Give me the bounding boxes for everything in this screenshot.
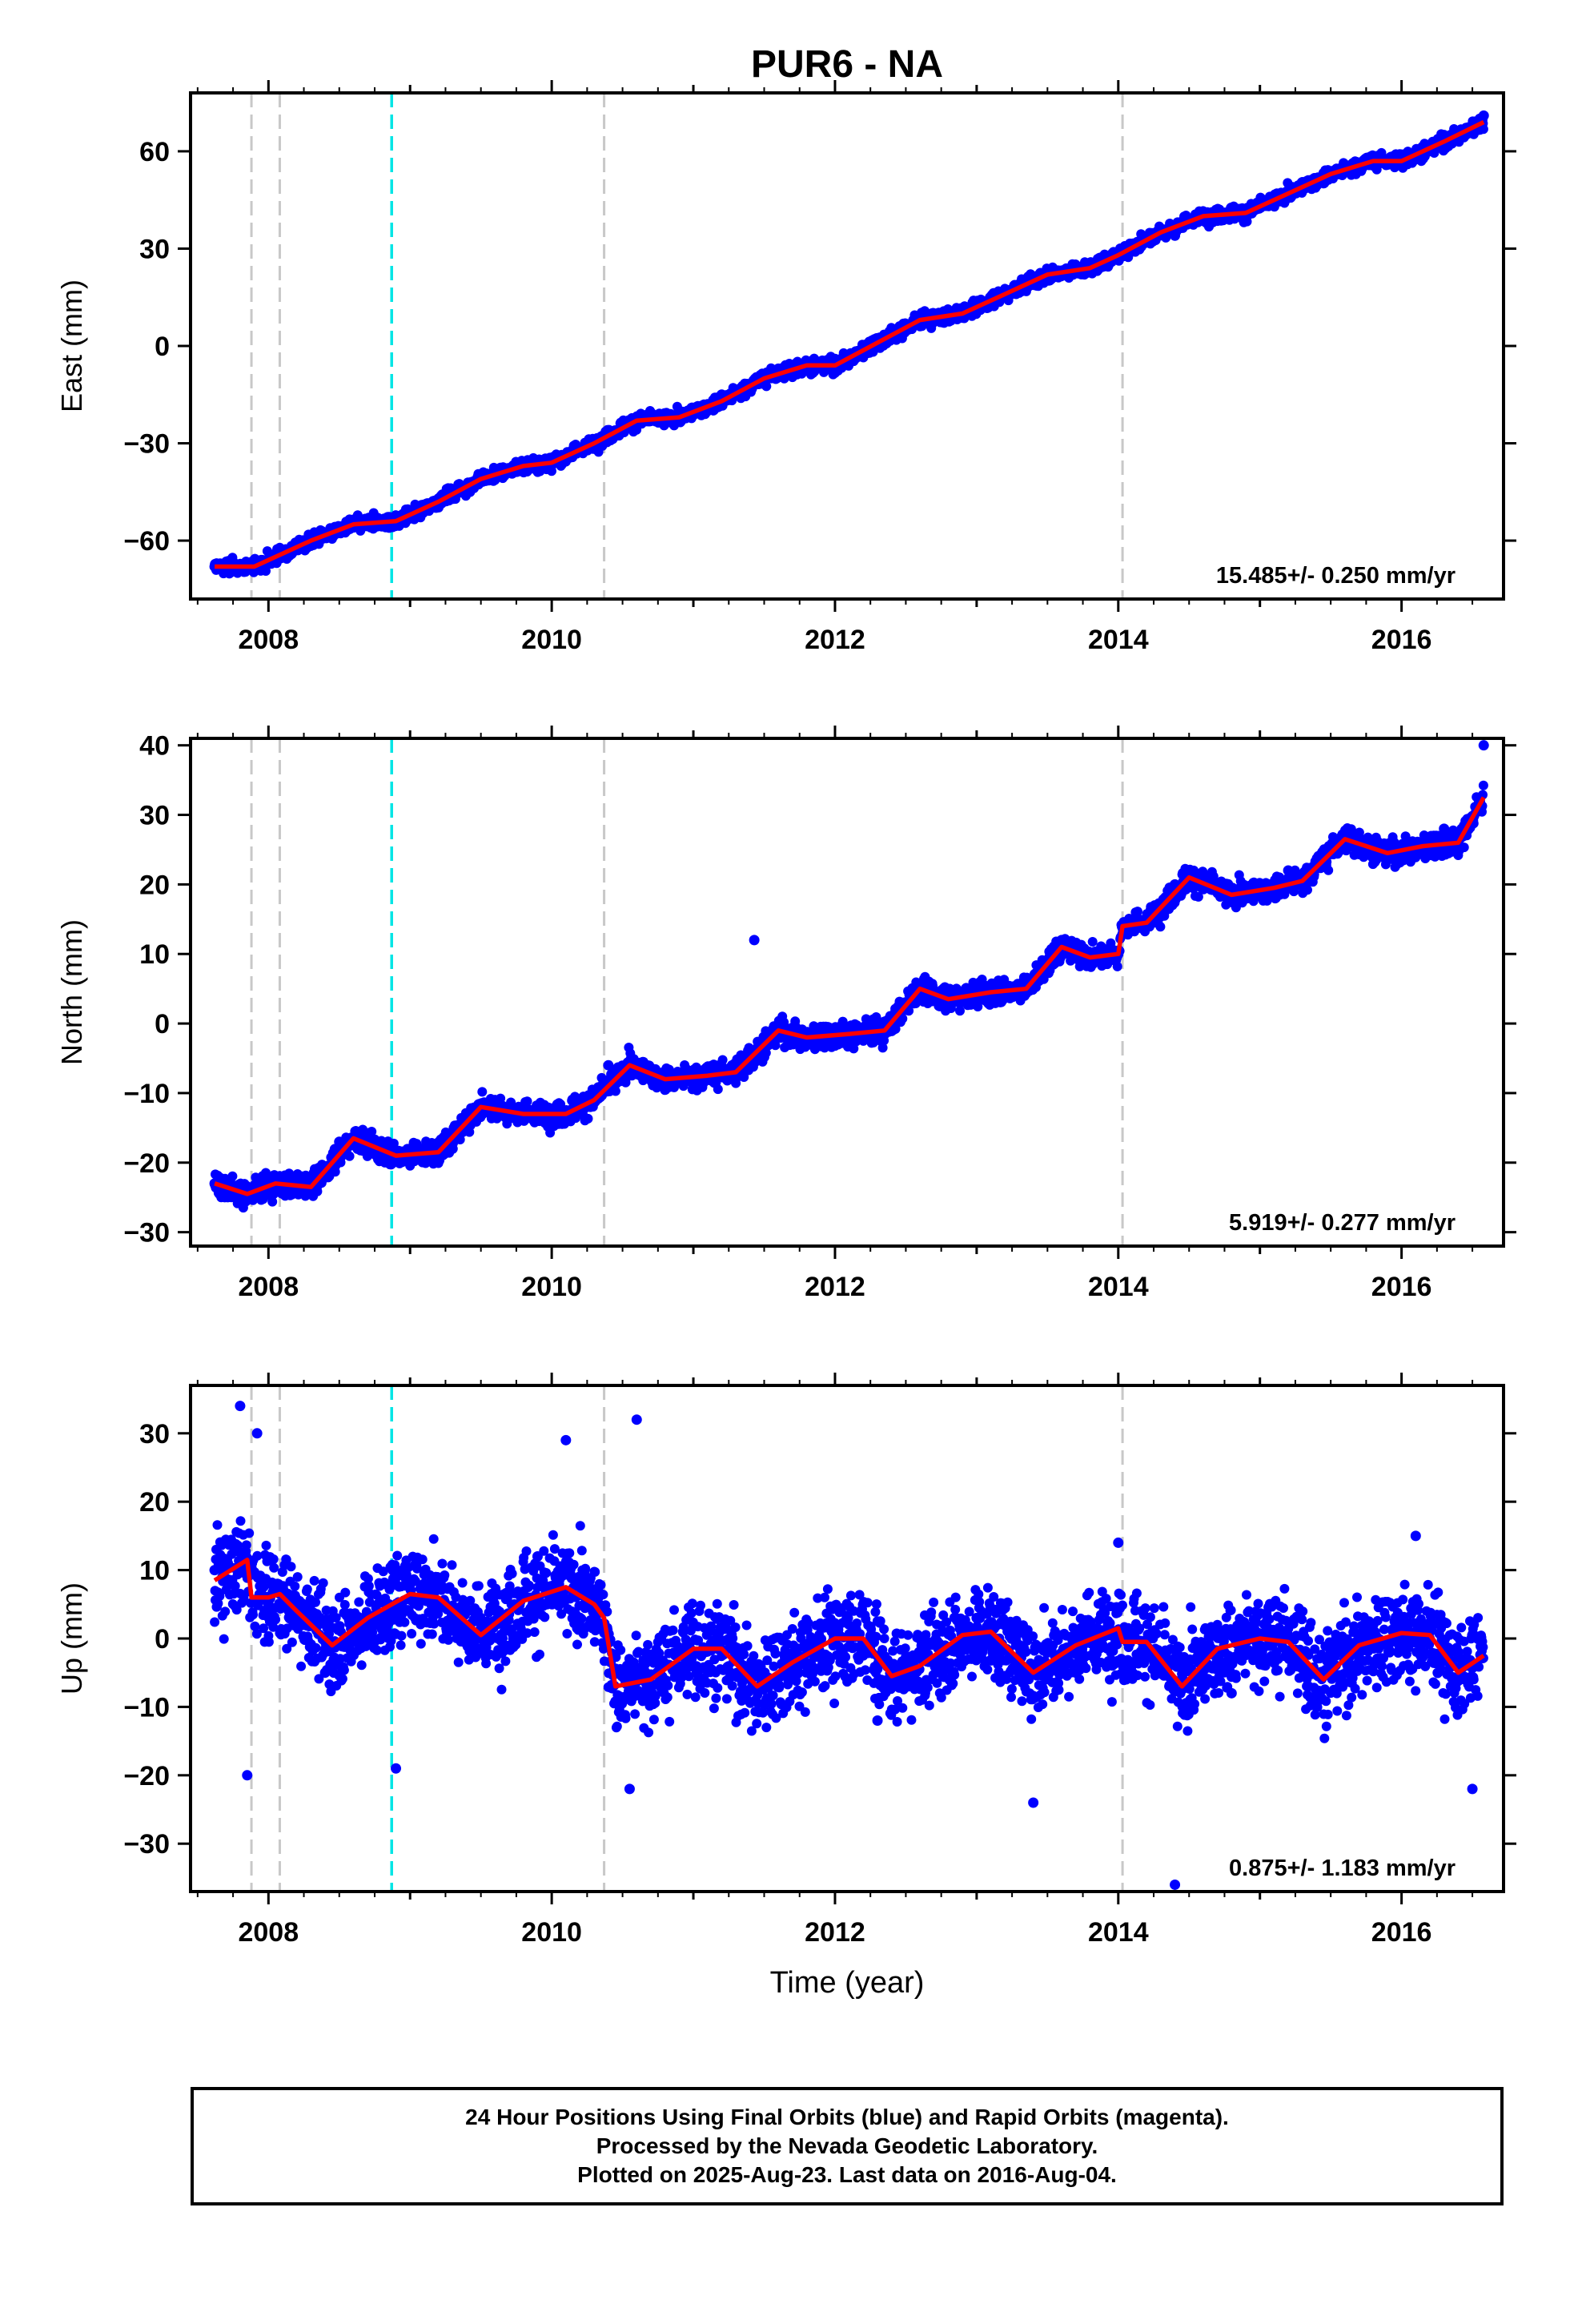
daily-position-point: [610, 1086, 620, 1096]
daily-position-cloud: [209, 110, 1489, 579]
daily-position-point: [717, 1055, 728, 1065]
x-tick-label-2012: 2012: [805, 625, 865, 655]
model-fit-line-east: [215, 120, 1485, 569]
x-tick-label-2008: 2008: [238, 625, 299, 655]
daily-position-point: [344, 1151, 355, 1161]
daily-position-point: [761, 1047, 771, 1058]
x-tick-label-2010: 2010: [521, 625, 582, 655]
y-tick-label: 0: [155, 332, 170, 362]
daily-position-point: [897, 1014, 908, 1023]
daily-position-point: [583, 1113, 593, 1124]
data-point-east-2: [249, 554, 260, 565]
daily-position-point: [910, 999, 921, 1008]
daily-position-point: [477, 1087, 488, 1097]
panel-north: 2008 2010 2012 2014 2016−30−20−10010203040No…: [55, 726, 1516, 1302]
data-point-east-1: [209, 561, 220, 572]
y-axis-label-east: East (mm): [55, 279, 88, 412]
daily-position-cloud: [209, 740, 1489, 1213]
daily-position-point: [267, 1196, 278, 1207]
daily-position-point: [837, 1016, 848, 1027]
daily-position-point: [522, 1096, 532, 1107]
y-tick-label: −60: [123, 526, 170, 557]
daily-position-point: [1478, 124, 1488, 135]
chart-title: PUR6 - NA: [751, 43, 943, 86]
rate-label-east: 15.485+/- 0.250 mm/yr: [1216, 563, 1456, 589]
daily-position-point: [367, 1127, 377, 1136]
x-tick-label-2016: 2016: [1371, 625, 1432, 655]
daily-position-point: [227, 1171, 238, 1181]
data-point-east-19: [1170, 230, 1181, 241]
daily-position-point: [877, 1043, 888, 1053]
panel-east: 2008 2010 2012 2014 2016 −60 −30 0 30 60 East (mm)…: [55, 80, 1516, 655]
daily-position-point: [713, 1084, 723, 1095]
daily-position-point: [770, 1040, 781, 1051]
data-point-east-23: [1396, 149, 1407, 160]
x-tick-label-2014: 2014: [1088, 625, 1149, 655]
data-point-east-11: [716, 389, 727, 400]
y-tick-label: 60: [139, 137, 170, 167]
y-tick-label: −30: [123, 429, 170, 460]
y-tick-label: 30: [139, 234, 170, 264]
data-point-east-13: [829, 353, 841, 364]
data-point-east-24: [1439, 130, 1450, 141]
daily-position-point: [849, 1043, 859, 1054]
data-point-east-25: [1478, 110, 1489, 121]
daily-position-point: [761, 381, 772, 392]
